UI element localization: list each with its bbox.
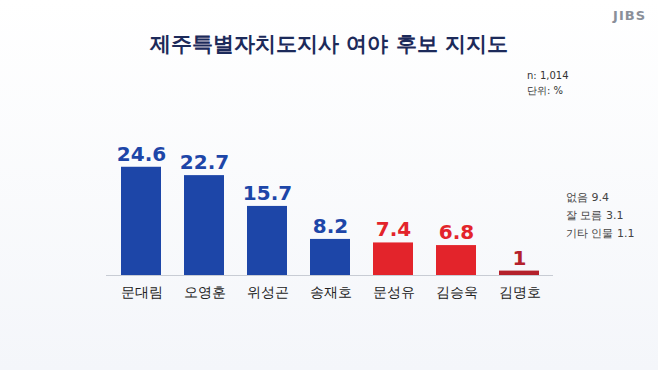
svg-text:오영훈: 오영훈	[184, 284, 226, 300]
svg-text:김승욱: 김승욱	[436, 284, 478, 300]
svg-text:위성곤: 위성곤	[247, 284, 289, 300]
svg-text:1: 1	[513, 246, 527, 270]
html-text:JIBS: JIBS	[613, 8, 646, 23]
html-text:제주특별자치도지사 여야 후보 지지도: 제주특별자치도지사 여야 후보 지지도	[150, 32, 508, 56]
svg-text:8.2: 8.2	[313, 214, 348, 238]
svg-text:문대림: 문대림	[121, 284, 163, 300]
svg-text:22.7: 22.7	[180, 150, 229, 174]
svg-text:7.4: 7.4	[376, 217, 411, 241]
html-text:없음 9.4: 없음 9.4	[566, 191, 609, 204]
svg-text:15.7: 15.7	[243, 181, 292, 205]
html-text:기타 인물 1.1: 기타 인물 1.1	[566, 227, 635, 240]
html-text:n: 1,014: n: 1,014	[527, 70, 569, 81]
svg-text:김명호: 김명호	[499, 284, 541, 300]
svg-text:24.6: 24.6	[117, 142, 166, 166]
html-text:단위: %: 단위: %	[527, 85, 564, 96]
svg-text:송재호: 송재호	[310, 284, 352, 300]
svg-text:6.8: 6.8	[439, 220, 474, 244]
html-text:잘 모름 3.1: 잘 모름 3.1	[566, 209, 624, 222]
svg-text:문성유: 문성유	[373, 284, 415, 300]
